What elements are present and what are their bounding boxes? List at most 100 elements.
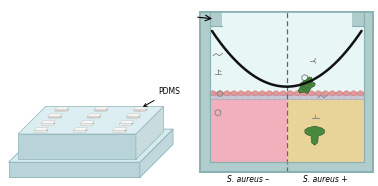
Polygon shape — [87, 114, 102, 116]
Bar — [210, 12, 364, 161]
Polygon shape — [133, 107, 148, 110]
Polygon shape — [88, 116, 96, 118]
Polygon shape — [18, 106, 163, 134]
Polygon shape — [74, 129, 87, 132]
Polygon shape — [136, 106, 163, 159]
Polygon shape — [48, 116, 60, 118]
Polygon shape — [112, 130, 124, 132]
Polygon shape — [127, 116, 140, 118]
Ellipse shape — [315, 91, 321, 96]
Polygon shape — [94, 109, 102, 111]
Polygon shape — [41, 121, 56, 123]
Polygon shape — [126, 116, 138, 118]
Polygon shape — [94, 107, 108, 110]
Ellipse shape — [329, 91, 335, 96]
Bar — [210, 95, 364, 99]
Polygon shape — [34, 128, 48, 130]
Polygon shape — [133, 110, 145, 111]
Ellipse shape — [252, 91, 258, 96]
Polygon shape — [298, 77, 315, 93]
Polygon shape — [134, 109, 142, 111]
Ellipse shape — [358, 91, 364, 96]
Ellipse shape — [287, 91, 293, 96]
Polygon shape — [140, 129, 173, 177]
Polygon shape — [35, 129, 48, 132]
Bar — [210, 99, 287, 161]
Polygon shape — [113, 129, 126, 132]
Bar — [200, 12, 222, 26]
Polygon shape — [134, 109, 147, 111]
Polygon shape — [88, 116, 101, 118]
Polygon shape — [60, 109, 68, 111]
Polygon shape — [93, 116, 101, 118]
Ellipse shape — [238, 91, 244, 96]
Ellipse shape — [245, 91, 251, 96]
Polygon shape — [48, 116, 62, 118]
Polygon shape — [94, 109, 108, 111]
Polygon shape — [100, 109, 108, 111]
Polygon shape — [42, 122, 54, 125]
Ellipse shape — [224, 91, 230, 96]
Polygon shape — [113, 129, 121, 132]
Ellipse shape — [301, 91, 307, 96]
Polygon shape — [40, 129, 48, 132]
Polygon shape — [112, 128, 127, 130]
Polygon shape — [54, 110, 67, 111]
Polygon shape — [120, 122, 128, 125]
Polygon shape — [9, 162, 140, 177]
Ellipse shape — [308, 82, 312, 86]
Polygon shape — [41, 123, 53, 125]
Polygon shape — [48, 116, 56, 118]
Ellipse shape — [344, 91, 349, 96]
Polygon shape — [132, 116, 140, 118]
Polygon shape — [74, 129, 82, 132]
Polygon shape — [54, 116, 62, 118]
Polygon shape — [81, 122, 89, 125]
Ellipse shape — [306, 88, 309, 91]
Polygon shape — [80, 121, 94, 123]
Ellipse shape — [304, 80, 307, 84]
Bar — [210, 92, 364, 95]
Text: PDMS: PDMS — [144, 87, 180, 106]
Polygon shape — [47, 122, 54, 125]
Polygon shape — [55, 109, 63, 111]
Polygon shape — [119, 123, 131, 125]
Ellipse shape — [266, 91, 272, 96]
Ellipse shape — [259, 91, 265, 96]
Ellipse shape — [302, 86, 305, 90]
Polygon shape — [18, 134, 136, 159]
Polygon shape — [55, 109, 68, 111]
Ellipse shape — [350, 91, 356, 96]
Ellipse shape — [231, 91, 237, 96]
Polygon shape — [86, 122, 94, 125]
Polygon shape — [73, 128, 88, 130]
Bar — [352, 12, 373, 26]
Ellipse shape — [280, 91, 286, 96]
Bar — [200, 12, 373, 171]
Polygon shape — [125, 122, 133, 125]
Bar — [287, 99, 364, 161]
Ellipse shape — [273, 91, 279, 96]
Polygon shape — [119, 121, 134, 123]
Polygon shape — [120, 122, 133, 125]
Ellipse shape — [322, 91, 328, 96]
Ellipse shape — [294, 91, 300, 96]
Ellipse shape — [336, 91, 342, 96]
Ellipse shape — [308, 91, 314, 96]
Polygon shape — [35, 129, 42, 132]
Polygon shape — [79, 129, 87, 132]
Polygon shape — [73, 130, 85, 132]
Ellipse shape — [210, 91, 216, 96]
Polygon shape — [305, 126, 325, 145]
Polygon shape — [81, 122, 94, 125]
Text: S. aureus –: S. aureus – — [227, 174, 270, 184]
Polygon shape — [127, 116, 135, 118]
Polygon shape — [9, 129, 173, 162]
Polygon shape — [80, 123, 92, 125]
Polygon shape — [48, 114, 62, 116]
Polygon shape — [54, 107, 69, 110]
Polygon shape — [94, 110, 106, 111]
Polygon shape — [118, 129, 126, 132]
Polygon shape — [126, 114, 141, 116]
Polygon shape — [34, 130, 46, 132]
